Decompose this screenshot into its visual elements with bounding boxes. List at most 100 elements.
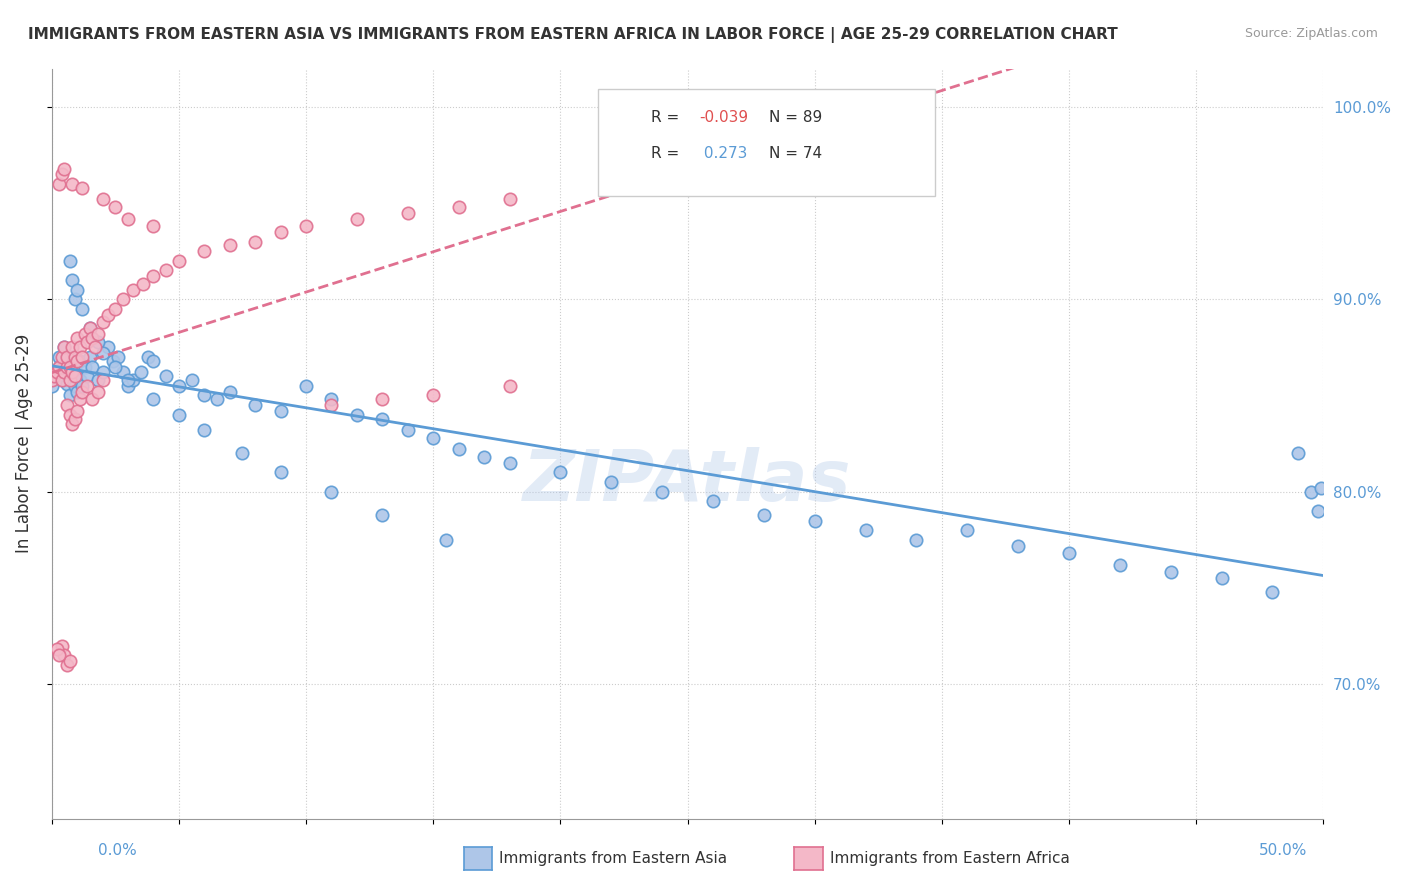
Text: N = 74: N = 74 — [769, 146, 823, 161]
Point — [104, 200, 127, 214]
Text: 0.0%: 0.0% — [98, 843, 138, 858]
Point — [346, 211, 368, 226]
Point — [56, 350, 79, 364]
Point — [63, 379, 86, 393]
Point — [97, 340, 120, 354]
Point — [66, 283, 89, 297]
Point — [956, 523, 979, 537]
Point — [60, 340, 83, 354]
Point — [122, 283, 145, 297]
Point — [142, 219, 165, 234]
Point — [371, 392, 394, 407]
Point — [53, 340, 76, 354]
Point — [905, 533, 928, 547]
Point — [91, 192, 114, 206]
Point — [51, 373, 73, 387]
Point — [91, 373, 114, 387]
Point — [72, 350, 94, 364]
Point — [193, 244, 215, 259]
Point — [600, 475, 623, 489]
Point — [117, 373, 139, 387]
Point — [56, 657, 79, 672]
Point — [651, 484, 673, 499]
Point — [41, 373, 63, 387]
Point — [111, 293, 134, 307]
Point — [82, 392, 104, 407]
Text: IMMIGRANTS FROM EASTERN ASIA VS IMMIGRANTS FROM EASTERN AFRICA IN LABOR FORCE | : IMMIGRANTS FROM EASTERN ASIA VS IMMIGRAN… — [28, 27, 1118, 43]
Point — [66, 369, 89, 384]
Point — [97, 308, 120, 322]
Point — [66, 384, 89, 399]
Point — [117, 379, 139, 393]
Point — [1007, 539, 1029, 553]
Point — [396, 206, 419, 220]
Text: R =: R = — [651, 146, 685, 161]
Point — [76, 379, 98, 393]
Point — [69, 354, 91, 368]
Point — [51, 167, 73, 181]
Point — [138, 350, 160, 364]
Point — [167, 408, 190, 422]
Point — [60, 177, 83, 191]
Text: Immigrants from Eastern Asia: Immigrants from Eastern Asia — [499, 852, 727, 866]
Point — [1211, 571, 1233, 585]
Point — [72, 181, 94, 195]
Point — [122, 373, 145, 387]
Point — [498, 192, 520, 206]
Text: R =: R = — [651, 111, 685, 125]
Point — [447, 442, 470, 457]
Text: ZIPAtlas: ZIPAtlas — [523, 447, 852, 516]
Point — [69, 392, 91, 407]
Text: N = 89: N = 89 — [769, 111, 823, 125]
Point — [396, 423, 419, 437]
Point — [41, 379, 63, 393]
Point — [60, 373, 83, 387]
Point — [45, 369, 67, 384]
Point — [76, 369, 98, 384]
Point — [167, 379, 190, 393]
Point — [66, 331, 89, 345]
Point — [72, 384, 94, 399]
Point — [434, 533, 457, 547]
Point — [48, 359, 70, 374]
Point — [321, 398, 343, 412]
Text: -0.039: -0.039 — [699, 111, 748, 125]
Point — [60, 365, 83, 379]
Point — [56, 376, 79, 391]
Point — [1261, 584, 1284, 599]
Point — [803, 514, 825, 528]
Point — [58, 388, 80, 402]
Point — [422, 388, 444, 402]
Text: 50.0%: 50.0% — [1260, 843, 1308, 858]
Point — [111, 365, 134, 379]
Point — [53, 161, 76, 176]
Point — [91, 315, 114, 329]
Point — [69, 340, 91, 354]
Point — [79, 321, 101, 335]
Point — [205, 392, 228, 407]
Point — [51, 639, 73, 653]
Point — [1108, 558, 1130, 572]
Point — [180, 373, 202, 387]
Point — [63, 293, 86, 307]
Point — [270, 404, 292, 418]
Point — [86, 384, 108, 399]
Point — [752, 508, 775, 522]
Point — [63, 411, 86, 425]
Point — [321, 392, 343, 407]
Point — [86, 373, 108, 387]
Point — [53, 365, 76, 379]
Point — [58, 408, 80, 422]
Point — [101, 354, 124, 368]
Point — [56, 398, 79, 412]
Point — [48, 648, 70, 662]
Point — [56, 359, 79, 374]
Point — [56, 350, 79, 364]
Point — [58, 654, 80, 668]
Point — [295, 379, 318, 393]
Point — [218, 238, 240, 252]
Point — [48, 177, 70, 191]
Point — [45, 642, 67, 657]
Point — [422, 431, 444, 445]
Point — [321, 484, 343, 499]
